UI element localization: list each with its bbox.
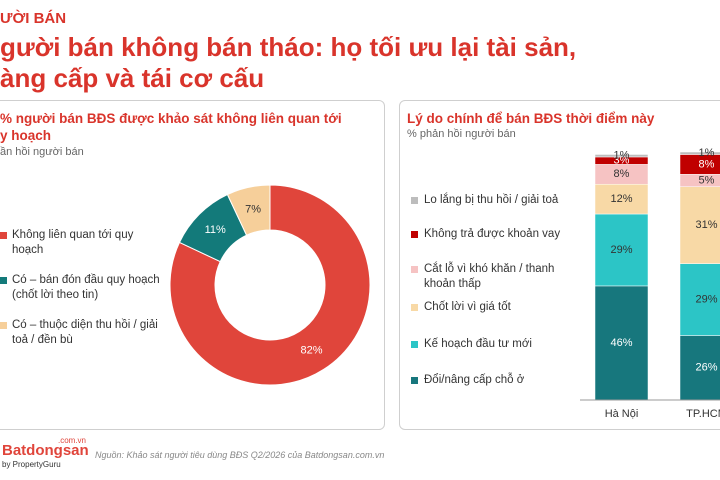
data-label: 5%: [699, 174, 715, 186]
bar-segment: [594, 183, 649, 215]
legend-label: Chốt lời vì giá tốt: [424, 301, 511, 313]
title: gười bán không bán tháo: họ tối ưu lại t…: [0, 32, 577, 62]
data-label: 11%: [205, 224, 226, 236]
source: Nguồn: Khảo sát người tiêu dùng BĐS Q2/2…: [95, 450, 385, 460]
bar-segment: [679, 335, 720, 401]
data-label: 26%: [695, 362, 717, 374]
donut-slice: [226, 184, 271, 236]
legend-label: Đổi/nâng cấp chỗ ở: [424, 374, 525, 386]
donut-slice: [169, 184, 371, 386]
data-label: 12%: [610, 193, 632, 205]
legend-label: Không trả được khoản vay: [424, 228, 561, 240]
logo-domain: .com.vn: [58, 436, 87, 445]
legend-swatch: [411, 304, 418, 311]
chart-subtitle: ần hồi người bán: [0, 146, 84, 158]
legend-swatch: [411, 197, 418, 204]
data-label: 8%: [614, 168, 630, 180]
chart-title: Lý do chính để bán BĐS thời điểm này: [407, 111, 655, 126]
legend-swatch: [0, 277, 7, 284]
legend-swatch: [0, 232, 7, 239]
data-label: 3%: [614, 155, 630, 167]
legend-label: Lo lắng bị thu hồi / giải toả: [424, 194, 559, 206]
data-label: 8%: [699, 158, 715, 170]
bar-segment: [679, 186, 720, 264]
left-panel: [0, 100, 385, 430]
legend-label: Có – bán đón đầu quy hoạch (chốt lời the…: [12, 274, 160, 301]
data-label: 1%: [699, 147, 715, 159]
data-label: 29%: [695, 293, 717, 305]
right-panel: [399, 100, 720, 430]
x-tick-label: Hà Nội: [605, 408, 639, 420]
legend-swatch: [0, 322, 7, 329]
logo-by: by PropertyGuru: [2, 460, 61, 469]
data-label: 82%: [301, 344, 323, 356]
legend-swatch: [411, 341, 418, 348]
chart-subtitle: % phản hồi người bán: [407, 128, 516, 140]
legend-label: Không liên quan tới quy hoạch: [12, 229, 134, 256]
kicker: ƯỜI BÁN: [0, 10, 67, 27]
legend-label: Kế hoạch đầu tư mới: [424, 338, 532, 350]
bar-segment: [594, 213, 649, 287]
legend-label: Có – thuộc diện thu hồi / giải toả / đền…: [12, 319, 158, 346]
data-label: 1%: [614, 150, 630, 162]
bar-segment: [594, 285, 649, 401]
bar-segment: [594, 154, 649, 158]
legend-swatch: [411, 377, 418, 384]
legend-label: Cắt lỗ vì khó khăn / thanh khoản thấp: [424, 263, 555, 290]
legend-swatch: [411, 231, 418, 238]
chart-title: y hoạch: [0, 128, 52, 143]
data-label: 31%: [695, 219, 717, 231]
legend-swatch: [411, 266, 418, 273]
logo: Batdongsan: [2, 442, 89, 459]
bar-segment: [679, 151, 720, 155]
chart-title: % người bán BĐS được khảo sát không liên…: [0, 111, 342, 126]
data-label: 7%: [245, 203, 261, 215]
x-tick-label: TP.HCM: [686, 408, 720, 420]
title: àng cấp và tái cơ cấu: [0, 63, 265, 93]
data-label: 29%: [610, 244, 632, 256]
data-label: 46%: [610, 337, 632, 349]
